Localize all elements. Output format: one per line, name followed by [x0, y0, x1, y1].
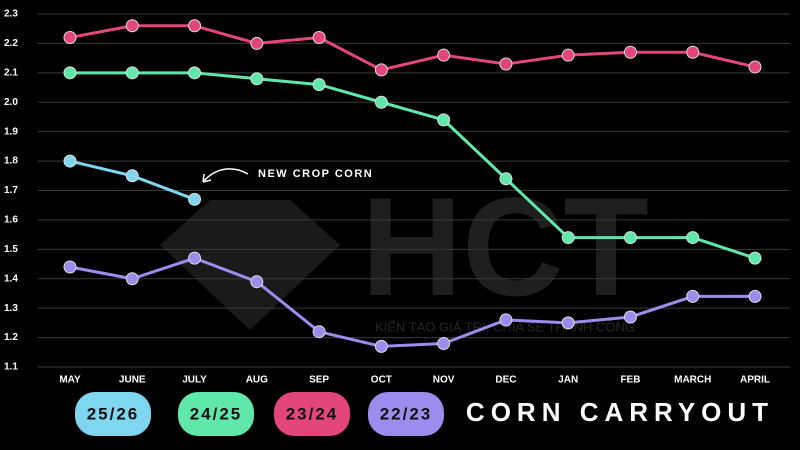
y-tick-label: 2.0	[4, 97, 18, 108]
x-tick-label: MAY	[59, 375, 81, 386]
data-point	[437, 113, 451, 127]
x-tick-label: MARCH	[674, 375, 711, 386]
data-point	[499, 313, 513, 327]
y-tick-label: 1.4	[4, 273, 18, 284]
watermark-logo: HCT	[361, 168, 649, 325]
data-point	[125, 66, 139, 80]
y-tick-label: 1.7	[4, 185, 18, 196]
y-tick-label: 1.8	[4, 156, 18, 167]
data-point	[250, 72, 264, 86]
data-point	[312, 78, 326, 92]
data-point	[499, 172, 513, 186]
legend-swatch	[75, 392, 151, 436]
legend-label: 23/24	[286, 404, 339, 423]
legend-label: 22/23	[380, 404, 433, 423]
data-point	[623, 310, 637, 324]
data-point	[250, 275, 264, 289]
x-tick-label: DEC	[495, 375, 516, 386]
data-point	[374, 63, 388, 77]
legend-swatch	[368, 392, 444, 436]
grid: 1.1 1.2 1.3 1.4 1.5 1.6 1.7 1.8 1.9 2.0 2.1 2.2 2.3 M…	[4, 9, 790, 386]
data-point	[125, 19, 139, 33]
y-tick-label: 1.1	[4, 362, 18, 373]
legend: 25/26 24/25 23/24 22/23	[75, 392, 444, 436]
x-tick-label: SEP	[309, 375, 329, 386]
y-tick-label: 1.5	[4, 244, 18, 255]
watermark: HCT KIẾN TẠO GIÁ TRỊ, CHIA SẺ THÀNH CÔNG	[160, 168, 649, 334]
data-point	[312, 31, 326, 45]
x-tick-label: JUNE	[119, 375, 146, 386]
data-point	[499, 57, 513, 71]
data-point	[125, 272, 139, 286]
x-tick-label: NOV	[433, 375, 455, 386]
data-point	[748, 251, 762, 265]
data-point	[748, 289, 762, 303]
x-tick-label: FEB	[620, 375, 640, 386]
chart-title: CORN CARRYOUT	[466, 397, 774, 427]
y-tick-label: 2.2	[4, 38, 18, 49]
plot	[63, 19, 762, 353]
data-point	[437, 48, 451, 62]
x-tick-label: OCT	[371, 375, 392, 386]
data-point	[623, 45, 637, 59]
data-point	[561, 48, 575, 62]
y-tick-label: 2.3	[4, 9, 18, 20]
x-tick-label: JAN	[558, 375, 578, 386]
y-tick-label: 1.6	[4, 215, 18, 226]
data-point	[561, 316, 575, 330]
series-line	[69, 24, 756, 72]
y-tick-label: 1.9	[4, 126, 18, 137]
legend-swatch	[274, 392, 350, 436]
x-tick-label: APRIL	[740, 375, 770, 386]
series-line	[70, 71, 756, 260]
data-point	[63, 31, 77, 45]
data-point	[623, 231, 637, 245]
data-point	[188, 66, 202, 80]
data-point	[250, 36, 264, 50]
data-point	[125, 169, 139, 183]
y-tick-label: 2.1	[4, 67, 18, 78]
y-tick-label: 1.2	[4, 332, 18, 343]
series-line	[69, 256, 755, 348]
watermark-diamond	[160, 200, 340, 330]
y-tick-label: 1.3	[4, 303, 18, 314]
data-point	[63, 66, 77, 80]
x-tick-label: JULY	[182, 375, 207, 386]
data-point	[748, 60, 762, 74]
data-point	[686, 289, 700, 303]
legend-label: 25/26	[87, 404, 140, 423]
x-tick-label: AUG	[246, 375, 268, 386]
data-point	[374, 95, 388, 109]
data-point	[188, 251, 202, 265]
data-point	[312, 325, 326, 339]
legend-swatch	[178, 392, 254, 436]
data-point	[188, 19, 202, 33]
annotation: NEW CROP CORN	[258, 168, 373, 180]
data-point	[561, 231, 575, 245]
annotation-arrow	[202, 168, 249, 183]
legend-label: 24/25	[190, 404, 243, 423]
data-point	[374, 339, 388, 353]
data-point	[686, 45, 700, 59]
data-point	[188, 192, 202, 206]
data-point	[63, 154, 77, 168]
data-point	[63, 260, 77, 274]
data-point	[437, 336, 451, 350]
data-point	[686, 231, 700, 245]
